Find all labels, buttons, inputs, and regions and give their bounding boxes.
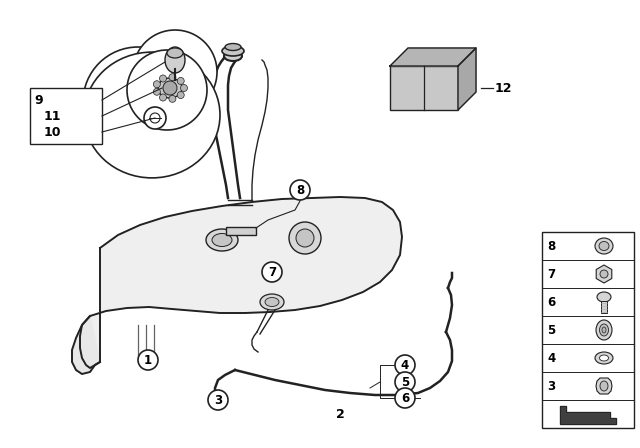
Circle shape xyxy=(296,229,314,247)
Circle shape xyxy=(154,81,161,88)
Text: 7: 7 xyxy=(268,266,276,279)
Circle shape xyxy=(180,85,188,91)
Circle shape xyxy=(208,390,228,410)
Text: 4: 4 xyxy=(547,352,556,365)
Text: 3: 3 xyxy=(214,393,222,406)
Polygon shape xyxy=(596,265,612,283)
Polygon shape xyxy=(390,48,476,66)
Circle shape xyxy=(290,180,310,200)
Ellipse shape xyxy=(599,241,609,250)
Text: 6: 6 xyxy=(401,392,409,405)
Ellipse shape xyxy=(225,43,241,51)
Circle shape xyxy=(127,50,207,130)
Ellipse shape xyxy=(224,51,242,61)
Text: 11: 11 xyxy=(44,109,61,122)
Circle shape xyxy=(395,388,415,408)
Circle shape xyxy=(150,113,160,123)
Circle shape xyxy=(262,262,282,282)
Circle shape xyxy=(159,75,166,82)
Text: 10: 10 xyxy=(44,125,61,138)
Text: 4: 4 xyxy=(401,358,409,371)
Text: 9: 9 xyxy=(34,94,43,107)
FancyBboxPatch shape xyxy=(601,301,607,313)
Polygon shape xyxy=(80,197,402,368)
Polygon shape xyxy=(458,48,476,110)
Circle shape xyxy=(395,355,415,375)
Polygon shape xyxy=(72,316,100,374)
Ellipse shape xyxy=(602,327,606,333)
Circle shape xyxy=(177,78,184,84)
Ellipse shape xyxy=(84,52,220,178)
FancyBboxPatch shape xyxy=(542,232,634,428)
Text: 5: 5 xyxy=(547,323,556,336)
FancyBboxPatch shape xyxy=(390,66,458,110)
Text: 1: 1 xyxy=(144,353,152,366)
Text: 12: 12 xyxy=(495,82,513,95)
Ellipse shape xyxy=(600,324,609,336)
Ellipse shape xyxy=(265,297,279,306)
Ellipse shape xyxy=(595,352,613,364)
Ellipse shape xyxy=(595,238,613,254)
Text: 8: 8 xyxy=(296,184,304,197)
Text: 6: 6 xyxy=(547,296,556,309)
Ellipse shape xyxy=(222,46,244,56)
Circle shape xyxy=(83,47,193,157)
Ellipse shape xyxy=(212,233,232,246)
Text: 7: 7 xyxy=(547,267,555,280)
Circle shape xyxy=(163,81,177,95)
Ellipse shape xyxy=(167,48,183,58)
Ellipse shape xyxy=(600,381,608,391)
Polygon shape xyxy=(596,378,612,394)
Circle shape xyxy=(169,95,176,102)
Ellipse shape xyxy=(260,294,284,310)
Circle shape xyxy=(395,372,415,392)
Circle shape xyxy=(177,91,184,99)
Ellipse shape xyxy=(600,355,609,361)
Circle shape xyxy=(144,107,166,129)
Ellipse shape xyxy=(596,320,612,340)
Text: 5: 5 xyxy=(401,375,409,388)
Ellipse shape xyxy=(597,292,611,302)
Circle shape xyxy=(600,270,608,278)
FancyBboxPatch shape xyxy=(226,227,256,235)
Polygon shape xyxy=(560,406,616,424)
Circle shape xyxy=(154,88,161,95)
Circle shape xyxy=(289,222,321,254)
Circle shape xyxy=(138,350,158,370)
FancyBboxPatch shape xyxy=(30,88,102,144)
Text: 3: 3 xyxy=(547,379,555,392)
Text: 2: 2 xyxy=(335,408,344,421)
Ellipse shape xyxy=(206,229,238,251)
Ellipse shape xyxy=(158,78,182,98)
Text: 8: 8 xyxy=(547,240,556,253)
Circle shape xyxy=(169,73,176,81)
Circle shape xyxy=(159,94,166,101)
Ellipse shape xyxy=(165,47,185,73)
Circle shape xyxy=(133,30,217,114)
